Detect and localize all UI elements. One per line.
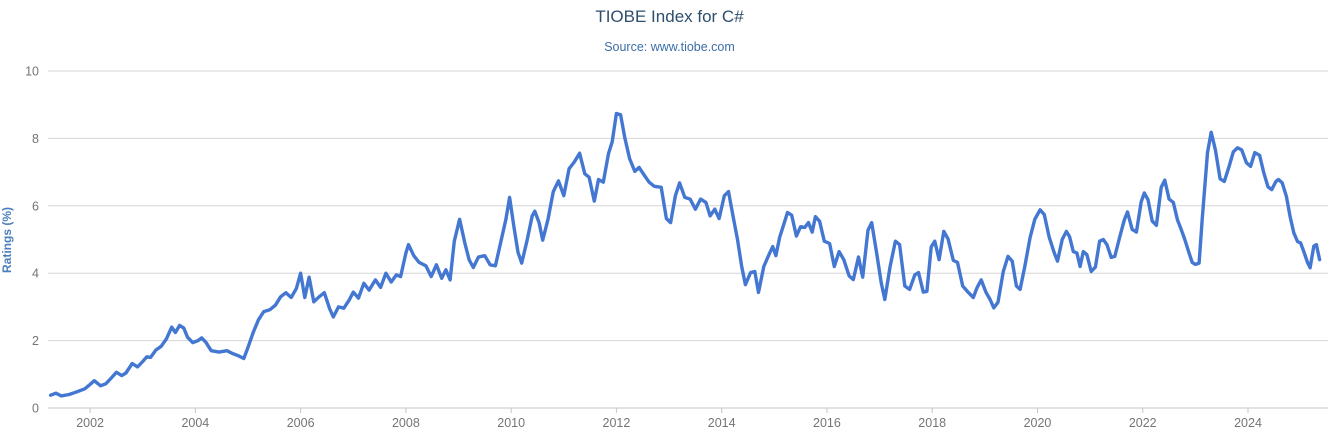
x-tick-label: 2008	[392, 416, 420, 430]
x-tick-label: 2012	[603, 416, 631, 430]
y-tick-label: 0	[32, 402, 39, 416]
x-tick-label: 2014	[708, 416, 736, 430]
series-line-C#[interactable]	[48, 111, 1322, 398]
chart-title: TIOBE Index for C#	[595, 7, 744, 26]
y-tick-label: 6	[32, 199, 39, 213]
x-tick-label: 2010	[497, 416, 525, 430]
x-tick-label: 2004	[181, 416, 209, 430]
x-tick-label: 2016	[813, 416, 841, 430]
y-tick-label: 2	[32, 334, 39, 348]
chart-subtitle: Source: www.tiobe.com	[604, 40, 735, 54]
y-tick-label: 10	[25, 65, 39, 79]
y-tick-label: 4	[32, 267, 39, 281]
x-tick-label: 2002	[76, 416, 104, 430]
x-tick-label: 2024	[1234, 416, 1262, 430]
x-tick-label: 2020	[1024, 416, 1052, 430]
x-tick-label: 2006	[287, 416, 315, 430]
y-tick-label: 8	[32, 132, 39, 146]
x-tick-label: 2022	[1129, 416, 1157, 430]
x-tick-label: 2018	[918, 416, 946, 430]
